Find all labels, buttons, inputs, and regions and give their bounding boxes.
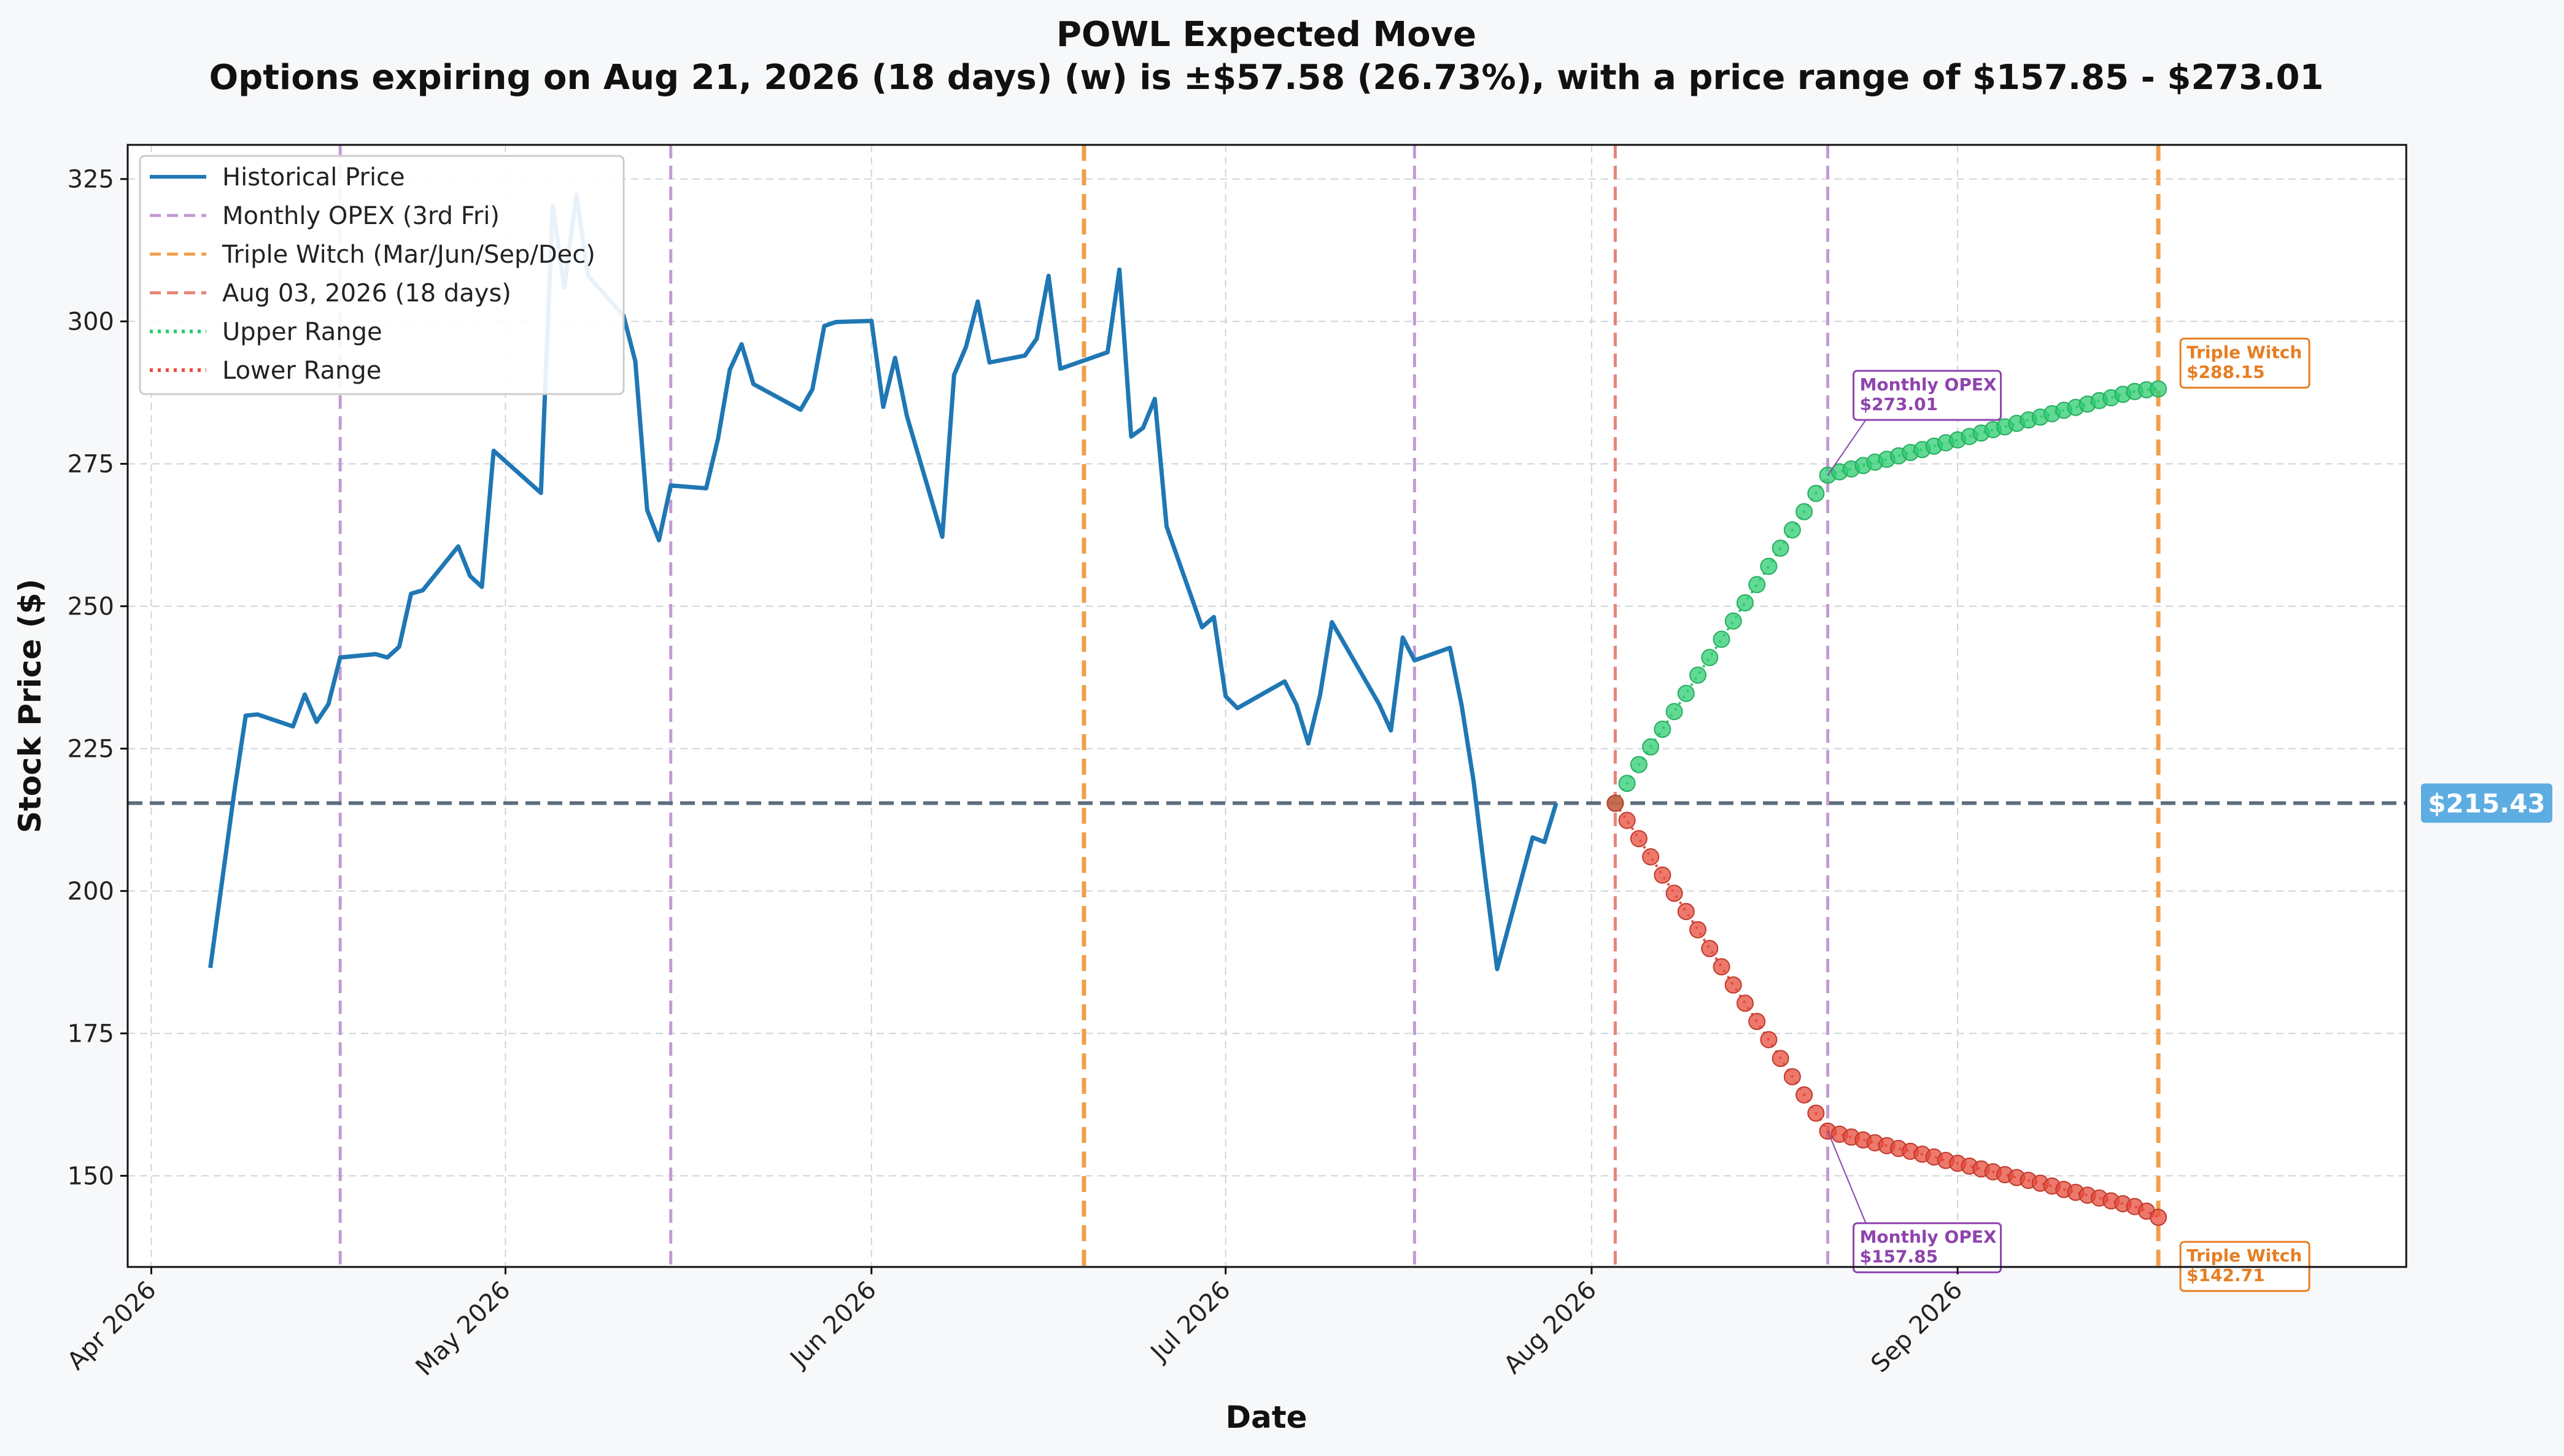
triple-witch-callout: Triple Witch$288.15 bbox=[2179, 338, 2310, 389]
lower-range-point bbox=[1713, 958, 1730, 975]
current-price-badge bbox=[2421, 783, 2552, 823]
legend: Historical Price Monthly OPEX (3rd Fri) Tr… bbox=[139, 155, 625, 395]
upper-range-point bbox=[1713, 630, 1730, 648]
upper-range-point bbox=[1736, 594, 1754, 612]
callout-price: $142.71 bbox=[2186, 1265, 2265, 1285]
y-tick-label: 300 bbox=[68, 308, 114, 336]
chart-title: POWL Expected Move bbox=[1056, 15, 1476, 55]
callout-price: $288.15 bbox=[2186, 362, 2265, 382]
legend-label: Lower Range bbox=[222, 357, 381, 385]
legend-label: Triple Witch (Mar/Jun/Sep/Dec) bbox=[222, 241, 595, 269]
plot-frame bbox=[126, 144, 2407, 1268]
callout-title: Triple Witch bbox=[2186, 343, 2302, 363]
y-tick-label: 200 bbox=[68, 878, 114, 906]
callout-price: $157.85 bbox=[1860, 1247, 1938, 1267]
event-lines bbox=[338, 145, 2161, 1267]
lower-range-point bbox=[1772, 1050, 1789, 1067]
series bbox=[208, 192, 2167, 1226]
lower-range-point bbox=[1642, 848, 1660, 865]
lower-range-point bbox=[1748, 1013, 1766, 1031]
upper-range-point bbox=[1724, 612, 1742, 630]
historical-price-line bbox=[208, 192, 1559, 972]
x-axis-label: Date bbox=[1225, 1400, 1307, 1435]
y-tick-label: 250 bbox=[68, 593, 114, 621]
lower-range-point bbox=[1701, 940, 1719, 958]
lower-range-point bbox=[1724, 976, 1742, 994]
lower-range-point bbox=[1807, 1104, 1825, 1122]
upper-range-point bbox=[1654, 721, 1671, 738]
y-tick-label: 150 bbox=[68, 1163, 114, 1191]
opex-callout: Monthly OPEX$157.85 bbox=[1827, 1131, 2002, 1274]
upper-range-point bbox=[1701, 649, 1719, 667]
callout-title: Monthly OPEX bbox=[1860, 374, 1997, 395]
legend-label: Monthly OPEX (3rd Fri) bbox=[222, 202, 500, 230]
y-tick-label: 175 bbox=[68, 1020, 114, 1048]
current-price-badge-label: $215.43 bbox=[2428, 788, 2545, 818]
upper-range-point bbox=[1689, 666, 1707, 684]
upper-range-point bbox=[1618, 775, 1636, 792]
lower-range-point bbox=[1654, 866, 1671, 884]
upper-range-point bbox=[1677, 684, 1695, 702]
upper-range-point bbox=[1630, 756, 1648, 773]
upper-range-point bbox=[1795, 503, 1813, 521]
lower-range-point bbox=[1665, 885, 1683, 902]
lower-range-point bbox=[1783, 1068, 1801, 1086]
current-price-badge-group: $215.43 bbox=[2421, 783, 2552, 823]
lower-range-point bbox=[1760, 1031, 1778, 1048]
lower-range-point bbox=[1677, 902, 1695, 920]
lower-range-point bbox=[2150, 1209, 2167, 1226]
lower-range-point bbox=[1795, 1086, 1813, 1104]
y-tick-label: 225 bbox=[68, 735, 114, 764]
upper-range-point bbox=[1642, 738, 1660, 756]
lower-range-point bbox=[1630, 830, 1648, 848]
upper-range-point bbox=[1665, 703, 1683, 721]
callout-box bbox=[2179, 338, 2310, 389]
upper-range-point bbox=[1760, 557, 1778, 575]
chart-subtitle: Options expiring on Aug 21, 2026 (18 day… bbox=[209, 58, 2324, 98]
callout-box bbox=[1853, 370, 2002, 421]
upper-range-point bbox=[1748, 576, 1766, 594]
y-tick-label: 275 bbox=[68, 451, 114, 479]
lower-range-point bbox=[1606, 794, 1624, 812]
legend-label: Upper Range bbox=[222, 318, 382, 346]
lower-range-point bbox=[1618, 811, 1636, 829]
callout-title: Triple Witch bbox=[2186, 1245, 2302, 1266]
callout-leader bbox=[1827, 419, 1867, 476]
callout-price: $273.01 bbox=[1860, 394, 1938, 414]
upper-range-point bbox=[1807, 484, 1825, 502]
y-axis-label: Stock Price ($) bbox=[12, 579, 48, 833]
callout-title: Monthly OPEX bbox=[1860, 1227, 1997, 1247]
upper-range-point bbox=[1772, 539, 1789, 557]
lower-range-point bbox=[1689, 921, 1707, 939]
legend-label: Aug 03, 2026 (18 days) bbox=[222, 279, 511, 308]
legend-box bbox=[139, 155, 625, 395]
opex-callout: Monthly OPEX$273.01 bbox=[1827, 370, 2002, 476]
upper-range-point bbox=[1783, 521, 1801, 539]
callout-box bbox=[1853, 1222, 2002, 1274]
upper-range-point bbox=[2150, 380, 2167, 398]
y-tick-label: 325 bbox=[68, 166, 114, 194]
legend-label: Historical Price bbox=[222, 163, 405, 192]
callout-leader bbox=[1827, 1131, 1867, 1224]
lower-range-point bbox=[1736, 994, 1754, 1012]
